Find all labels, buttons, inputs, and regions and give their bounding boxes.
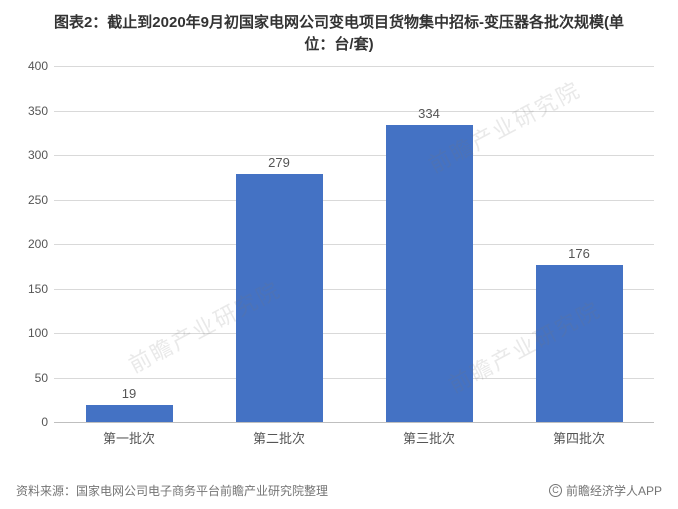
y-tick-label: 350 [14, 104, 48, 118]
x-tick-label: 第二批次 [204, 422, 354, 446]
y-tick-label: 300 [14, 148, 48, 162]
y-tick-label: 100 [14, 326, 48, 340]
y-tick-label: 400 [14, 59, 48, 73]
credit-label: 前瞻经济学人APP [566, 482, 662, 499]
bar-slot: 334 [354, 66, 504, 422]
y-tick-label: 150 [14, 282, 48, 296]
bar-value-label: 19 [54, 386, 204, 401]
chart-title: 图表2：截止到2020年9月初国家电网公司变电项目货物集中招标-变压器各批次规模… [0, 0, 678, 62]
bar-value-label: 279 [204, 155, 354, 170]
x-axis-labels: 第一批次第二批次第三批次第四批次 [54, 422, 654, 446]
y-tick-label: 250 [14, 193, 48, 207]
credit: C 前瞻经济学人APP [549, 482, 662, 499]
bar-value-label: 176 [504, 246, 654, 261]
bar [236, 174, 323, 422]
x-tick-label: 第三批次 [354, 422, 504, 446]
bar-slot: 19 [54, 66, 204, 422]
x-tick-label: 第一批次 [54, 422, 204, 446]
chart-area: 05010015020025030035040019279334176 第一批次… [54, 66, 654, 446]
x-tick-label: 第四批次 [504, 422, 654, 446]
y-tick-label: 200 [14, 237, 48, 251]
y-tick-label: 50 [14, 371, 48, 385]
y-tick-label: 0 [14, 415, 48, 429]
plot-region: 05010015020025030035040019279334176 [54, 66, 654, 422]
bar [536, 265, 623, 422]
bar-slot: 279 [204, 66, 354, 422]
copyright-icon: C [549, 484, 562, 497]
bars-container: 19 279 334 176 [54, 66, 654, 422]
source-label: 资料来源：国家电网公司电子商务平台前瞻产业研究院整理 [16, 482, 328, 499]
bar [86, 405, 173, 422]
bar [386, 125, 473, 422]
bar-slot: 176 [504, 66, 654, 422]
bar-value-label: 334 [354, 106, 504, 121]
